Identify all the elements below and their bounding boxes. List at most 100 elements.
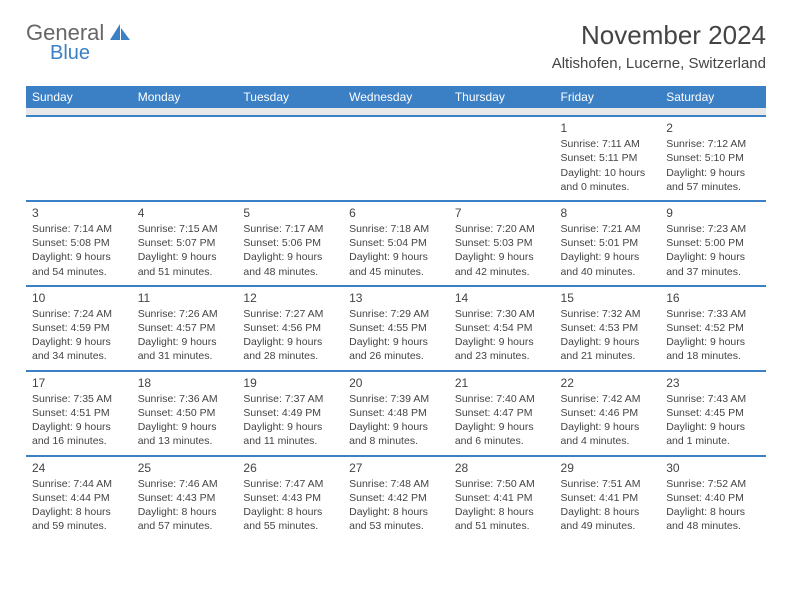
daylight-text: Daylight: 9 hours xyxy=(455,335,549,349)
sunset-text: Sunset: 5:03 PM xyxy=(455,236,549,250)
day-header: Monday xyxy=(132,86,238,108)
sunrise-text: Sunrise: 7:43 AM xyxy=(666,392,760,406)
day-cell: 26Sunrise: 7:47 AMSunset: 4:43 PMDayligh… xyxy=(237,456,343,540)
daylight-text: Daylight: 10 hours xyxy=(561,166,655,180)
day-number: 24 xyxy=(32,460,126,476)
daylight-text: Daylight: 9 hours xyxy=(243,420,337,434)
daylight-text: and 1 minute. xyxy=(666,434,760,448)
sunset-text: Sunset: 4:43 PM xyxy=(243,491,337,505)
day-cell: 2Sunrise: 7:12 AMSunset: 5:10 PMDaylight… xyxy=(660,116,766,201)
sunrise-text: Sunrise: 7:40 AM xyxy=(455,392,549,406)
empty-cell xyxy=(132,116,238,201)
day-number: 23 xyxy=(666,375,760,391)
sunset-text: Sunset: 5:01 PM xyxy=(561,236,655,250)
empty-cell xyxy=(449,116,555,201)
day-number: 26 xyxy=(243,460,337,476)
daylight-text: Daylight: 9 hours xyxy=(349,335,443,349)
day-cell: 12Sunrise: 7:27 AMSunset: 4:56 PMDayligh… xyxy=(237,286,343,371)
day-cell: 6Sunrise: 7:18 AMSunset: 5:04 PMDaylight… xyxy=(343,201,449,286)
sunset-text: Sunset: 5:04 PM xyxy=(349,236,443,250)
daylight-text: and 51 minutes. xyxy=(138,265,232,279)
day-cell: 14Sunrise: 7:30 AMSunset: 4:54 PMDayligh… xyxy=(449,286,555,371)
daylight-text: and 4 minutes. xyxy=(561,434,655,448)
empty-cell xyxy=(237,116,343,201)
sunset-text: Sunset: 5:11 PM xyxy=(561,151,655,165)
day-cell: 9Sunrise: 7:23 AMSunset: 5:00 PMDaylight… xyxy=(660,201,766,286)
daylight-text: Daylight: 8 hours xyxy=(32,505,126,519)
sunrise-text: Sunrise: 7:52 AM xyxy=(666,477,760,491)
day-number: 8 xyxy=(561,205,655,221)
day-cell: 8Sunrise: 7:21 AMSunset: 5:01 PMDaylight… xyxy=(555,201,661,286)
daylight-text: and 8 minutes. xyxy=(349,434,443,448)
daylight-text: and 34 minutes. xyxy=(32,349,126,363)
daylight-text: Daylight: 9 hours xyxy=(349,420,443,434)
day-number: 14 xyxy=(455,290,549,306)
sunset-text: Sunset: 4:51 PM xyxy=(32,406,126,420)
day-header: Tuesday xyxy=(237,86,343,108)
day-cell: 30Sunrise: 7:52 AMSunset: 4:40 PMDayligh… xyxy=(660,456,766,540)
daylight-text: and 48 minutes. xyxy=(243,265,337,279)
empty-cell xyxy=(343,116,449,201)
daylight-text: and 18 minutes. xyxy=(666,349,760,363)
day-header-row: SundayMondayTuesdayWednesdayThursdayFrid… xyxy=(26,86,766,108)
daylight-text: and 45 minutes. xyxy=(349,265,443,279)
daylight-text: and 48 minutes. xyxy=(666,519,760,533)
daylight-text: Daylight: 9 hours xyxy=(666,420,760,434)
daylight-text: and 49 minutes. xyxy=(561,519,655,533)
sunset-text: Sunset: 4:46 PM xyxy=(561,406,655,420)
sunrise-text: Sunrise: 7:29 AM xyxy=(349,307,443,321)
day-number: 30 xyxy=(666,460,760,476)
sunrise-text: Sunrise: 7:14 AM xyxy=(32,222,126,236)
sunrise-text: Sunrise: 7:36 AM xyxy=(138,392,232,406)
sunset-text: Sunset: 4:59 PM xyxy=(32,321,126,335)
day-cell: 28Sunrise: 7:50 AMSunset: 4:41 PMDayligh… xyxy=(449,456,555,540)
day-number: 28 xyxy=(455,460,549,476)
week-row: 24Sunrise: 7:44 AMSunset: 4:44 PMDayligh… xyxy=(26,456,766,540)
daylight-text: and 59 minutes. xyxy=(32,519,126,533)
day-number: 21 xyxy=(455,375,549,391)
sunrise-text: Sunrise: 7:32 AM xyxy=(561,307,655,321)
day-cell: 22Sunrise: 7:42 AMSunset: 4:46 PMDayligh… xyxy=(555,371,661,456)
sunrise-text: Sunrise: 7:44 AM xyxy=(32,477,126,491)
sunset-text: Sunset: 5:00 PM xyxy=(666,236,760,250)
day-cell: 18Sunrise: 7:36 AMSunset: 4:50 PMDayligh… xyxy=(132,371,238,456)
week-row: 10Sunrise: 7:24 AMSunset: 4:59 PMDayligh… xyxy=(26,286,766,371)
day-cell: 29Sunrise: 7:51 AMSunset: 4:41 PMDayligh… xyxy=(555,456,661,540)
day-header: Thursday xyxy=(449,86,555,108)
calendar-body: 1Sunrise: 7:11 AMSunset: 5:11 PMDaylight… xyxy=(26,108,766,539)
day-number: 3 xyxy=(32,205,126,221)
brand-part2: Blue xyxy=(50,42,130,65)
sunset-text: Sunset: 5:06 PM xyxy=(243,236,337,250)
day-number: 18 xyxy=(138,375,232,391)
day-number: 7 xyxy=(455,205,549,221)
day-cell: 1Sunrise: 7:11 AMSunset: 5:11 PMDaylight… xyxy=(555,116,661,201)
sunrise-text: Sunrise: 7:47 AM xyxy=(243,477,337,491)
daylight-text: Daylight: 9 hours xyxy=(666,335,760,349)
daylight-text: Daylight: 8 hours xyxy=(561,505,655,519)
daylight-text: and 11 minutes. xyxy=(243,434,337,448)
daylight-text: and 42 minutes. xyxy=(455,265,549,279)
day-cell: 24Sunrise: 7:44 AMSunset: 4:44 PMDayligh… xyxy=(26,456,132,540)
sunset-text: Sunset: 4:41 PM xyxy=(561,491,655,505)
daylight-text: Daylight: 9 hours xyxy=(561,250,655,264)
brand-logo: General Blue xyxy=(26,20,130,65)
week-row: 3Sunrise: 7:14 AMSunset: 5:08 PMDaylight… xyxy=(26,201,766,286)
sunset-text: Sunset: 4:44 PM xyxy=(32,491,126,505)
sunset-text: Sunset: 4:48 PM xyxy=(349,406,443,420)
daylight-text: and 40 minutes. xyxy=(561,265,655,279)
daylight-text: and 16 minutes. xyxy=(32,434,126,448)
day-cell: 20Sunrise: 7:39 AMSunset: 4:48 PMDayligh… xyxy=(343,371,449,456)
daylight-text: and 57 minutes. xyxy=(138,519,232,533)
day-number: 20 xyxy=(349,375,443,391)
daylight-text: and 21 minutes. xyxy=(561,349,655,363)
daylight-text: and 54 minutes. xyxy=(32,265,126,279)
daylight-text: Daylight: 8 hours xyxy=(349,505,443,519)
day-number: 12 xyxy=(243,290,337,306)
sunrise-text: Sunrise: 7:17 AM xyxy=(243,222,337,236)
month-title: November 2024 xyxy=(552,20,766,51)
sunset-text: Sunset: 4:40 PM xyxy=(666,491,760,505)
sunrise-text: Sunrise: 7:46 AM xyxy=(138,477,232,491)
day-header: Sunday xyxy=(26,86,132,108)
day-cell: 13Sunrise: 7:29 AMSunset: 4:55 PMDayligh… xyxy=(343,286,449,371)
daylight-text: and 31 minutes. xyxy=(138,349,232,363)
